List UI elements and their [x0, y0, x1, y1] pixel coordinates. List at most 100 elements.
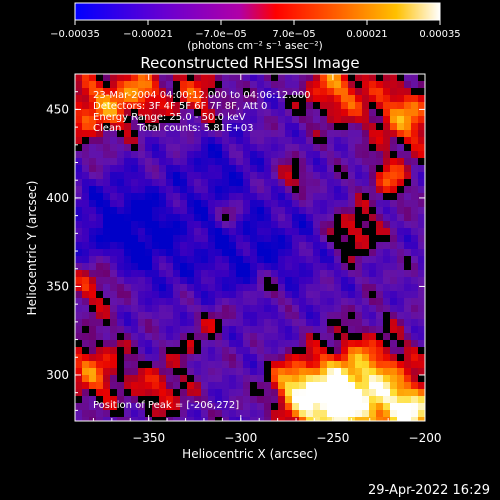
- heatmap-cell: [278, 298, 285, 305]
- heatmap-cell: [306, 347, 313, 354]
- heatmap-cell: [292, 172, 299, 179]
- heatmap-cell: [418, 298, 425, 305]
- heatmap-cell: [257, 263, 264, 270]
- heatmap-cell: [103, 88, 110, 95]
- heatmap-cell: [264, 375, 271, 382]
- heatmap-cell: [222, 242, 229, 249]
- heatmap-cell: [201, 193, 208, 200]
- heatmap-cell: [103, 235, 110, 242]
- heatmap-cell: [271, 333, 278, 340]
- heatmap-cell: [257, 410, 264, 417]
- heatmap-cell: [313, 242, 320, 249]
- heatmap-cell: [89, 270, 96, 277]
- heatmap-cell: [320, 382, 327, 389]
- heatmap-cell: [404, 228, 411, 235]
- heatmap-cell: [236, 130, 243, 137]
- heatmap-cell: [285, 165, 292, 172]
- heatmap-cell: [131, 186, 138, 193]
- heatmap-cell: [285, 340, 292, 347]
- heatmap-cell: [82, 200, 89, 207]
- heatmap-cell: [355, 312, 362, 319]
- heatmap-cell: [390, 396, 397, 403]
- heatmap-cell: [355, 123, 362, 130]
- heatmap-cell: [89, 207, 96, 214]
- heatmap-cell: [173, 368, 180, 375]
- heatmap-cell: [418, 123, 425, 130]
- heatmap-cell: [376, 263, 383, 270]
- heatmap-cell: [187, 291, 194, 298]
- heatmap-cell: [292, 263, 299, 270]
- heatmap-cell: [355, 235, 362, 242]
- heatmap-cell: [229, 193, 236, 200]
- heatmap-cell: [306, 382, 313, 389]
- heatmap-cell: [313, 305, 320, 312]
- heatmap-cell: [327, 74, 334, 81]
- heatmap-cell: [194, 340, 201, 347]
- heatmap-cell: [131, 375, 138, 382]
- heatmap-cell: [82, 256, 89, 263]
- heatmap-cell: [355, 179, 362, 186]
- heatmap-cell: [208, 144, 215, 151]
- heatmap-cell: [257, 305, 264, 312]
- heatmap-cell: [418, 193, 425, 200]
- heatmap-cell: [75, 102, 82, 109]
- heatmap-cell: [271, 242, 278, 249]
- heatmap-cell: [103, 137, 110, 144]
- heatmap-cell: [145, 361, 152, 368]
- heatmap-cell: [285, 347, 292, 354]
- heatmap-cell: [250, 410, 257, 417]
- heatmap-cell: [96, 417, 103, 421]
- heatmap-cell: [159, 417, 166, 421]
- heatmap-cell: [306, 319, 313, 326]
- heatmap-cell: [348, 74, 355, 81]
- heatmap-cell: [320, 319, 327, 326]
- heatmap-cell: [334, 263, 341, 270]
- heatmap-cell: [138, 186, 145, 193]
- heatmap-cell: [327, 347, 334, 354]
- heatmap-cell: [173, 298, 180, 305]
- heatmap-cell: [82, 235, 89, 242]
- heatmap-cell: [145, 277, 152, 284]
- heatmap-cell: [75, 95, 82, 102]
- heatmap-cell: [418, 361, 425, 368]
- heatmap-cell: [341, 116, 348, 123]
- heatmap-cell: [222, 319, 229, 326]
- heatmap-cell: [173, 228, 180, 235]
- heatmap-cell: [327, 179, 334, 186]
- heatmap-cell: [96, 270, 103, 277]
- heatmap-cell: [96, 305, 103, 312]
- heatmap-cell: [383, 172, 390, 179]
- heatmap-cell: [348, 340, 355, 347]
- heatmap-cell: [166, 137, 173, 144]
- heatmap-cell: [117, 256, 124, 263]
- heatmap-cell: [152, 123, 159, 130]
- heatmap-cell: [110, 179, 117, 186]
- heatmap-cell: [236, 235, 243, 242]
- heatmap-cell: [397, 193, 404, 200]
- heatmap-cell: [201, 172, 208, 179]
- heatmap-cell: [264, 207, 271, 214]
- heatmap-cell: [383, 179, 390, 186]
- heatmap-cell: [89, 333, 96, 340]
- heatmap-cell: [306, 207, 313, 214]
- heatmap-cell: [166, 312, 173, 319]
- heatmap-cell: [187, 326, 194, 333]
- heatmap-cell: [327, 235, 334, 242]
- heatmap-cell: [320, 74, 327, 81]
- heatmap-cell: [362, 263, 369, 270]
- heatmap-cell: [159, 144, 166, 151]
- heatmap-cell: [271, 74, 278, 81]
- heatmap-cell: [222, 277, 229, 284]
- heatmap-cell: [236, 88, 243, 95]
- heatmap-cell: [187, 347, 194, 354]
- heatmap-cell: [313, 137, 320, 144]
- heatmap-cell: [250, 396, 257, 403]
- heatmap-cell: [173, 81, 180, 88]
- heatmap-cell: [278, 123, 285, 130]
- heatmap-cell: [250, 193, 257, 200]
- y-tick-label: 350: [46, 279, 69, 293]
- heatmap-cell: [355, 144, 362, 151]
- heatmap-cell: [243, 312, 250, 319]
- heatmap-cell: [257, 354, 264, 361]
- heatmap-cell: [215, 368, 222, 375]
